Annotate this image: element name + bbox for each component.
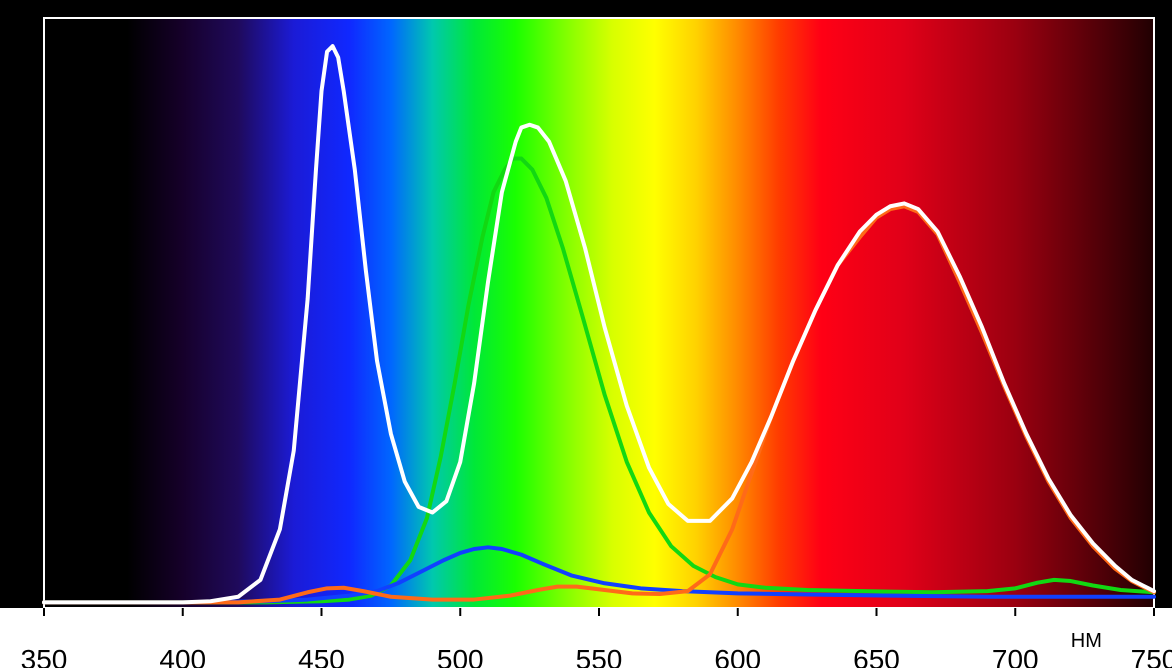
spectrum-background xyxy=(44,18,1154,608)
x-tick-label: 400 xyxy=(159,644,206,668)
x-tick-label: 600 xyxy=(714,644,761,668)
x-tick-label: 700 xyxy=(992,644,1039,668)
x-tick-label: 350 xyxy=(21,644,68,668)
x-tick-label: 450 xyxy=(298,644,345,668)
x-tick-label: 500 xyxy=(437,644,484,668)
x-axis-unit: HM xyxy=(1071,630,1102,653)
x-tick-label: 650 xyxy=(853,644,900,668)
x-tick-label: 750 xyxy=(1131,644,1172,668)
spectrum-chart: 350 400 450 500 550 600 650 700 750 HM xyxy=(0,0,1172,668)
chart-svg xyxy=(0,0,1172,668)
x-tick-label: 550 xyxy=(576,644,623,668)
